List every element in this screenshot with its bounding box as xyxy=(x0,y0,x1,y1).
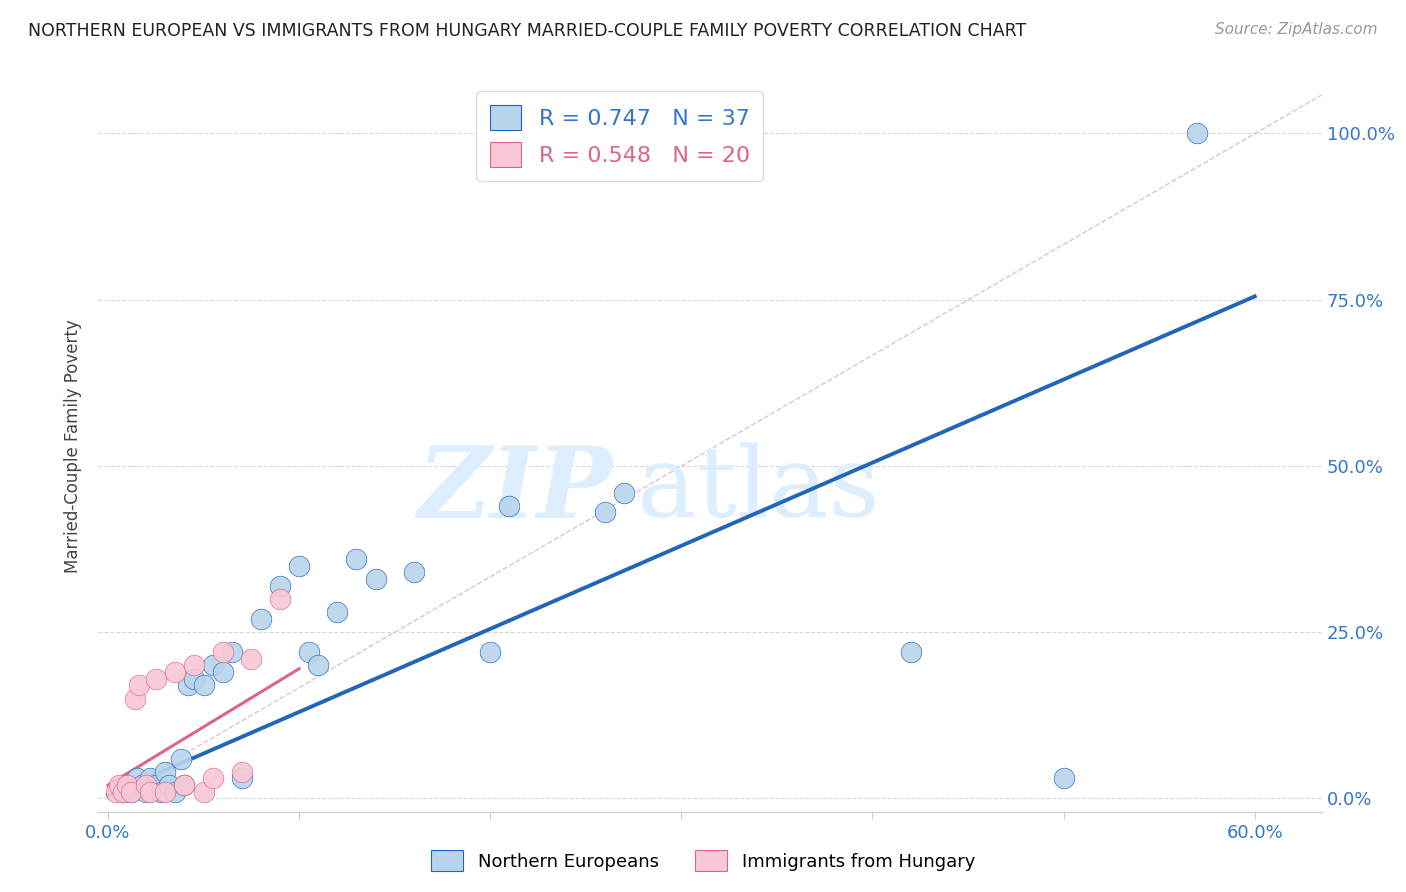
Point xyxy=(479,645,502,659)
Point xyxy=(221,645,243,659)
Y-axis label: Married-Couple Family Poverty: Married-Couple Family Poverty xyxy=(65,319,83,573)
Point xyxy=(364,572,387,586)
Point xyxy=(1187,127,1209,141)
Point xyxy=(112,785,135,799)
Text: NORTHERN EUROPEAN VS IMMIGRANTS FROM HUNGARY MARRIED-COUPLE FAMILY POVERTY CORRE: NORTHERN EUROPEAN VS IMMIGRANTS FROM HUN… xyxy=(28,22,1026,40)
Point xyxy=(346,552,368,566)
Point xyxy=(177,678,200,692)
Point xyxy=(183,672,205,686)
Point xyxy=(593,506,616,520)
Point xyxy=(298,645,321,659)
Point xyxy=(193,678,215,692)
Point xyxy=(250,612,273,626)
Point xyxy=(900,645,922,659)
Text: ZIP: ZIP xyxy=(418,442,612,538)
Point xyxy=(139,772,162,786)
Point xyxy=(269,579,291,593)
Point xyxy=(125,772,148,786)
Point xyxy=(163,665,186,679)
Point xyxy=(139,785,162,799)
Point xyxy=(211,645,233,659)
Point xyxy=(211,665,233,679)
Point xyxy=(150,785,173,799)
Text: Source: ZipAtlas.com: Source: ZipAtlas.com xyxy=(1215,22,1378,37)
Point xyxy=(183,658,205,673)
Point xyxy=(128,678,150,692)
Point xyxy=(326,605,349,619)
Point xyxy=(112,785,135,799)
Point xyxy=(498,499,520,513)
Point xyxy=(231,772,253,786)
Point xyxy=(145,672,167,686)
Point xyxy=(104,785,127,799)
Point xyxy=(193,785,215,799)
Point xyxy=(202,658,225,673)
Point xyxy=(115,778,138,792)
Point xyxy=(157,778,180,792)
Point xyxy=(131,778,153,792)
Point xyxy=(269,591,291,606)
Point xyxy=(135,785,157,799)
Point xyxy=(145,778,167,792)
Point xyxy=(108,778,131,792)
Point xyxy=(613,485,636,500)
Point xyxy=(169,751,191,765)
Point xyxy=(155,764,177,779)
Text: atlas: atlas xyxy=(637,442,879,538)
Point xyxy=(173,778,195,792)
Point xyxy=(120,785,142,799)
Legend: Northern Europeans, Immigrants from Hungary: Northern Europeans, Immigrants from Hung… xyxy=(423,843,983,879)
Point xyxy=(231,764,253,779)
Point xyxy=(115,778,138,792)
Point xyxy=(202,772,225,786)
Point xyxy=(135,778,157,792)
Point xyxy=(1052,772,1074,786)
Point xyxy=(120,785,142,799)
Point xyxy=(288,558,311,573)
Point xyxy=(307,658,329,673)
Point xyxy=(163,785,186,799)
Point xyxy=(124,691,146,706)
Point xyxy=(155,785,177,799)
Point xyxy=(402,566,425,580)
Point xyxy=(173,778,195,792)
Point xyxy=(240,652,263,666)
Legend: R = 0.747   N = 37, R = 0.548   N = 20: R = 0.747 N = 37, R = 0.548 N = 20 xyxy=(477,91,763,180)
